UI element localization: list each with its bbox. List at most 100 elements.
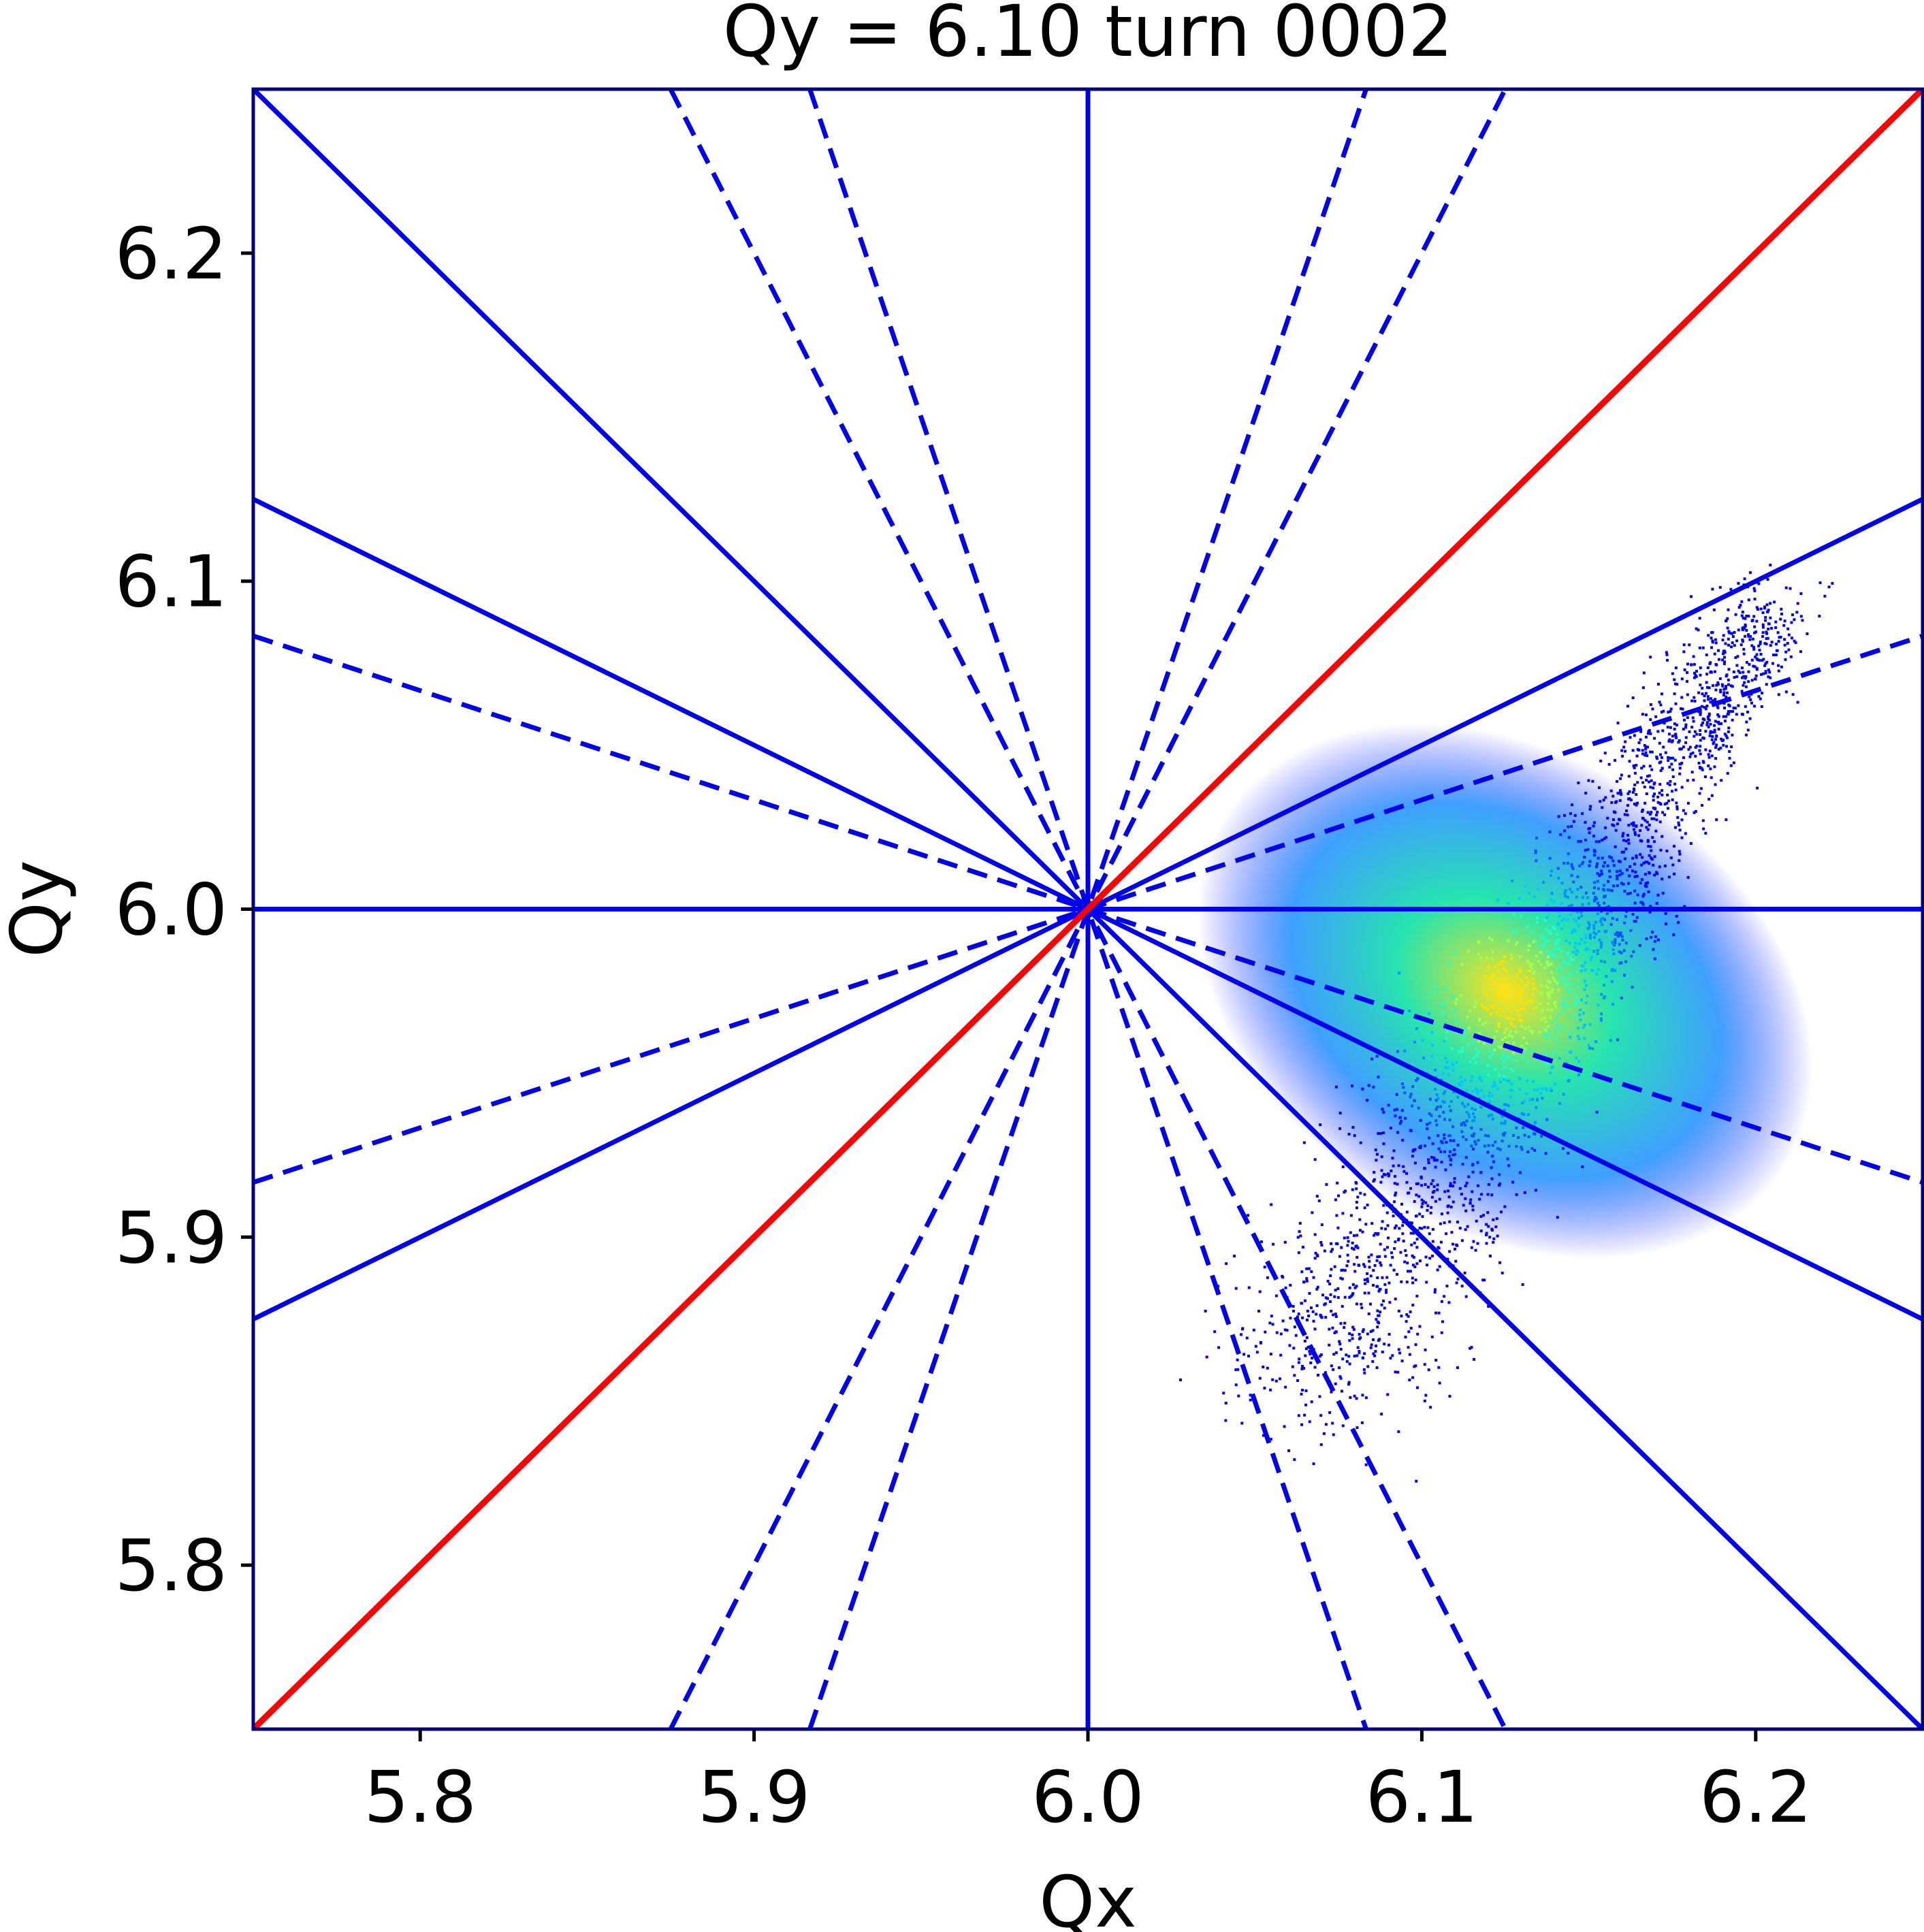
footprint-point (1512, 1017, 1516, 1020)
footprint-point (1538, 1030, 1541, 1033)
footprint-point (1491, 1155, 1494, 1158)
footprint-point (1349, 1396, 1352, 1399)
footprint-point (1409, 1093, 1413, 1096)
footprint-point (1389, 1357, 1392, 1360)
footprint-point (1671, 863, 1675, 867)
footprint-point (1518, 998, 1521, 1001)
footprint-point (1566, 861, 1569, 865)
footprint-point (1452, 1185, 1455, 1188)
footprint-point (1529, 1029, 1533, 1032)
footprint-point (1382, 1131, 1385, 1135)
footprint-point (1346, 1236, 1349, 1240)
footprint-point (1635, 916, 1639, 919)
footprint-point (1345, 1264, 1349, 1268)
footprint-point (1673, 678, 1676, 681)
footprint-point (1476, 1184, 1479, 1187)
footprint-point (1379, 1263, 1383, 1267)
footprint-point (1339, 1322, 1343, 1325)
footprint-point (1460, 963, 1464, 967)
footprint-point (1759, 652, 1763, 656)
footprint-point (1479, 1215, 1483, 1219)
footprint-point (1759, 641, 1762, 644)
footprint-point (1438, 1265, 1441, 1268)
footprint-point (1592, 931, 1596, 934)
footprint-point (1635, 824, 1638, 828)
footprint-point (1392, 1268, 1396, 1272)
footprint-point (1462, 1204, 1465, 1207)
footprint-point (1501, 1139, 1504, 1142)
footprint-point (1618, 818, 1621, 821)
footprint-point (1358, 1337, 1361, 1340)
footprint-point (1338, 1112, 1342, 1115)
footprint-point (1520, 1025, 1524, 1028)
footprint-point (1491, 1144, 1494, 1147)
footprint-point (1501, 999, 1504, 1003)
footprint-point (1705, 673, 1709, 676)
footprint-point (1425, 1281, 1428, 1284)
footprint-point (1600, 872, 1603, 875)
footprint-point (1402, 1240, 1405, 1243)
footprint-point (1428, 1121, 1432, 1125)
footprint-point (1647, 845, 1650, 848)
footprint-point (1642, 671, 1646, 675)
footprint-point (1722, 656, 1726, 659)
footprint-point (1485, 956, 1488, 959)
footprint-point (1716, 720, 1720, 724)
footprint-point (1445, 1061, 1449, 1064)
footprint-point (1511, 1035, 1514, 1038)
footprint-point (1377, 1076, 1380, 1079)
footprint-point (1649, 845, 1652, 848)
footprint-point (1362, 1328, 1365, 1332)
footprint-point (1675, 801, 1678, 805)
footprint-point (1588, 936, 1592, 939)
footprint-point (1580, 998, 1584, 1001)
footprint-point (1497, 1025, 1501, 1029)
footprint-point (1703, 706, 1706, 709)
footprint-point (1594, 897, 1598, 901)
footprint-point (1584, 948, 1588, 951)
footprint-point (1588, 864, 1591, 867)
footprint-point (1692, 720, 1695, 723)
footprint-point (1503, 1205, 1507, 1208)
footprint-point (1317, 1200, 1321, 1203)
footprint-point (1690, 726, 1694, 729)
footprint-point (1540, 944, 1543, 948)
footprint-point (1763, 605, 1767, 609)
footprint-point (1234, 1383, 1238, 1387)
footprint-point (1448, 1220, 1452, 1223)
footprint-point (1623, 890, 1626, 893)
footprint-point (1345, 1359, 1349, 1363)
footprint-point (1581, 1165, 1584, 1169)
footprint-point (1509, 1088, 1512, 1091)
footprint-point (1334, 1315, 1338, 1319)
footprint-point (1611, 980, 1614, 983)
footprint-point (1423, 1167, 1426, 1170)
footprint-point (1557, 815, 1560, 818)
footprint-point (1543, 919, 1547, 922)
footprint-point (1408, 1010, 1411, 1013)
footprint-point (1725, 675, 1728, 678)
footprint-point (1769, 616, 1772, 619)
footprint-point (1522, 989, 1525, 993)
footprint-point (1535, 1005, 1539, 1009)
footprint-point (1494, 995, 1497, 999)
footprint-point (1382, 1110, 1385, 1114)
footprint-point (1179, 1378, 1182, 1381)
footprint-point (1437, 1246, 1441, 1250)
footprint-point (1744, 677, 1747, 680)
footprint-point (1426, 1263, 1429, 1267)
footprint-point (1364, 1282, 1367, 1285)
footprint-point (1572, 880, 1575, 884)
footprint-point (1567, 997, 1570, 1000)
footprint-point (1436, 1106, 1439, 1109)
footprint-point (1558, 1028, 1562, 1031)
footprint-point (1614, 941, 1617, 944)
footprint-point (1643, 754, 1646, 757)
footprint-point (1445, 1285, 1449, 1288)
footprint-point (1721, 639, 1725, 642)
footprint-point (1487, 1225, 1490, 1228)
footprint-point (1394, 1174, 1397, 1178)
footprint-point (1289, 1283, 1292, 1287)
footprint-point (1680, 786, 1684, 789)
footprint-point (1641, 895, 1645, 898)
